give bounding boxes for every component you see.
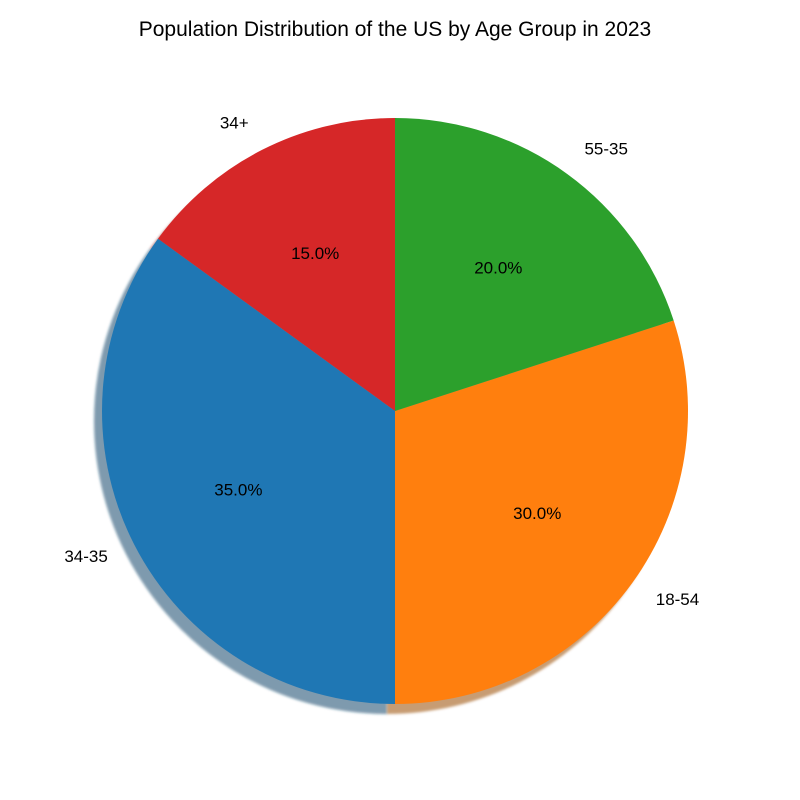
chart-title: Population Distribution of the US by Age…	[139, 18, 652, 41]
pie-slice-34-plus	[157, 118, 395, 411]
slice-label-34-plus: 34+	[220, 113, 249, 132]
slice-label-18-54: 18-54	[656, 590, 699, 609]
slice-percent-34-plus: 15.0%	[291, 244, 339, 263]
pie-slice-34-35	[102, 238, 395, 704]
pie-slice-55-35	[395, 118, 674, 411]
slice-percent-18-54: 30.0%	[513, 504, 561, 523]
slice-percent-55-35: 20.0%	[474, 258, 522, 277]
slice-percent-34-35: 35.0%	[214, 480, 262, 499]
slice-label-55-35: 55-35	[584, 140, 627, 159]
pie-slices	[102, 118, 688, 704]
pie-labels: 34+ 15.0% 34-35 35.0% 18-54 30.0% 55-35 20.0%	[64, 113, 699, 609]
pie-slice-18-54	[395, 320, 688, 704]
slice-label-34-35: 34-35	[64, 547, 107, 566]
